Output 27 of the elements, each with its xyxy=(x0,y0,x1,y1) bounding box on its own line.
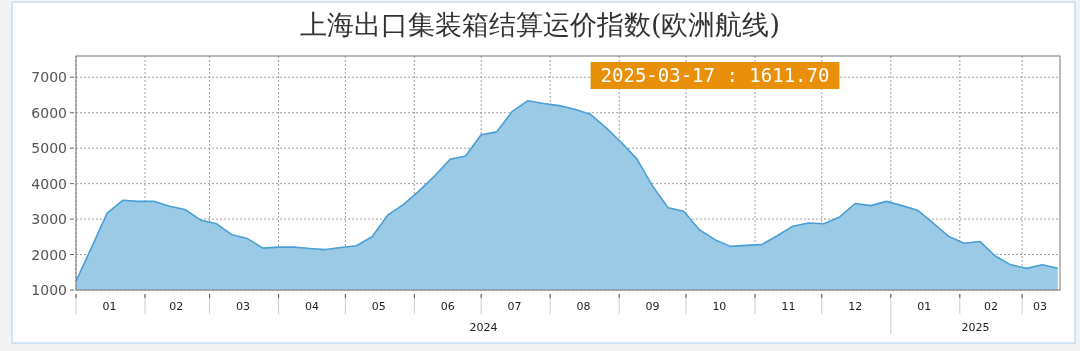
x-tick-label: 01 xyxy=(102,300,117,313)
x-tick-label: 08 xyxy=(576,300,591,313)
x-tick-label: 01 xyxy=(917,300,932,313)
x-tick-label: 02 xyxy=(169,300,184,313)
annotation: 2025-03-17 : 1611.70 xyxy=(600,64,830,86)
y-tick-label: 5000 xyxy=(31,140,67,157)
chart-title: 上海出口集装箱结算运价指数(欧洲航线) xyxy=(299,9,781,40)
x-tick-label: 12 xyxy=(848,300,863,313)
y-tick-label: 4000 xyxy=(31,175,67,192)
x-tick-label: 03 xyxy=(1032,300,1047,313)
y-tick-label: 7000 xyxy=(31,69,67,86)
x-tick-label: 03 xyxy=(235,300,250,313)
y-tick-label: 3000 xyxy=(31,211,67,228)
annotation: 2025-03-17 : 1611.70 xyxy=(590,62,840,89)
y-tick-label: 1000 xyxy=(31,282,67,298)
x-tick-label: 11 xyxy=(781,300,796,313)
x-tick-label: 04 xyxy=(304,300,319,313)
x-tick-label: 09 xyxy=(645,300,660,313)
x-tick-label: 06 xyxy=(440,300,455,313)
x-tick-label: 10 xyxy=(712,300,727,313)
y-tick-label: 6000 xyxy=(31,104,67,121)
text: 2025 xyxy=(961,321,990,334)
y-tick-label: 2000 xyxy=(31,246,67,263)
text: 2024 xyxy=(469,321,498,334)
x-tick-label: 07 xyxy=(507,300,522,313)
x-tick-label: 05 xyxy=(371,300,386,313)
x-tick-label: 02 xyxy=(983,300,998,313)
